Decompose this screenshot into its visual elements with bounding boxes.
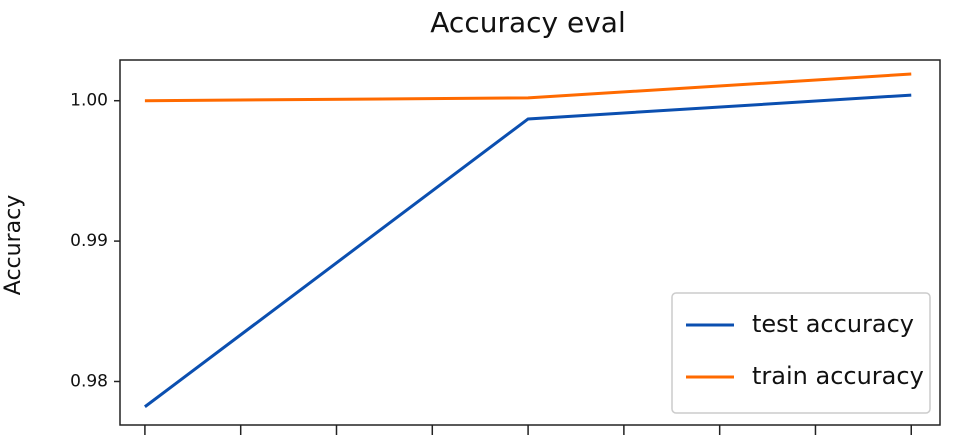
line-series [144,72,912,103]
y-tick-label: 0.98 [70,371,108,391]
line-series [144,93,912,408]
legend-label: train accuracy [752,362,924,390]
y-tick-label: 0.99 [70,231,108,251]
y-axis-label: Accuracy [1,195,26,295]
plot-frame [119,59,941,426]
legend-label: test accuracy [752,310,914,338]
legend-box [671,292,931,414]
legend: test accuracy train accuracy [671,292,931,414]
chart-title: Accuracy eval [430,6,625,39]
y-tick-label: 1.00 [70,91,108,111]
